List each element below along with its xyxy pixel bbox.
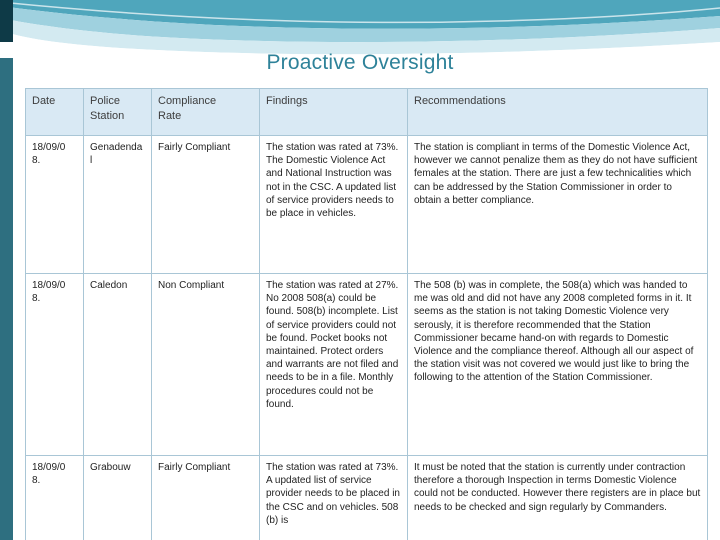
slide-title: Proactive Oversight [266,51,454,74]
cell-recommendations: It must be noted that the station is cur… [407,455,708,540]
cell-compliance-rate: Fairly Compliant [151,135,260,274]
cell-police-station: Caledon [83,273,152,456]
cell-findings: The station was rated at 27%. No 2008 50… [259,273,408,456]
cell-compliance-rate: Non Compliant [151,273,260,456]
corner-accent [0,0,13,42]
cell-date: 18/09/0 8. [25,273,84,456]
cell-recommendations: The station is compliant in terms of the… [407,135,708,274]
cell-findings: The station was rated at 73%. The Domest… [259,135,408,274]
table-row-caledon: 18/09/0 8. Caledon Non Compliant The sta… [25,273,708,456]
col-header-date: Date [25,88,84,136]
top-wave-decoration [0,0,720,58]
table-row-genadendal: 18/09/0 8. Genadenda l Fairly Compliant … [25,135,708,274]
cell-findings: The station was rated at 73%. A updated … [259,455,408,540]
col-header-recommendations: Recommendations [407,88,708,136]
col-header-police-station: Police Station [83,88,152,136]
oversight-table: Date Police Station Compliance Rate Find… [25,88,708,540]
col-header-findings: Findings [259,88,408,136]
col-header-compliance-rate: Compliance Rate [151,88,260,136]
cell-police-station: Grabouw [83,455,152,540]
cell-recommendations: The 508 (b) was in complete, the 508(a) … [407,273,708,456]
cell-date: 18/09/0 8. [25,135,84,274]
cell-compliance-rate: Fairly Compliant [151,455,260,540]
table-header-row: Date Police Station Compliance Rate Find… [25,88,708,136]
left-accent-bar [0,0,13,540]
table-row-grabouw: 18/09/0 8. Grabouw Fairly Compliant The … [25,455,708,540]
cell-police-station: Genadenda l [83,135,152,274]
cell-date: 18/09/0 8. [25,455,84,540]
